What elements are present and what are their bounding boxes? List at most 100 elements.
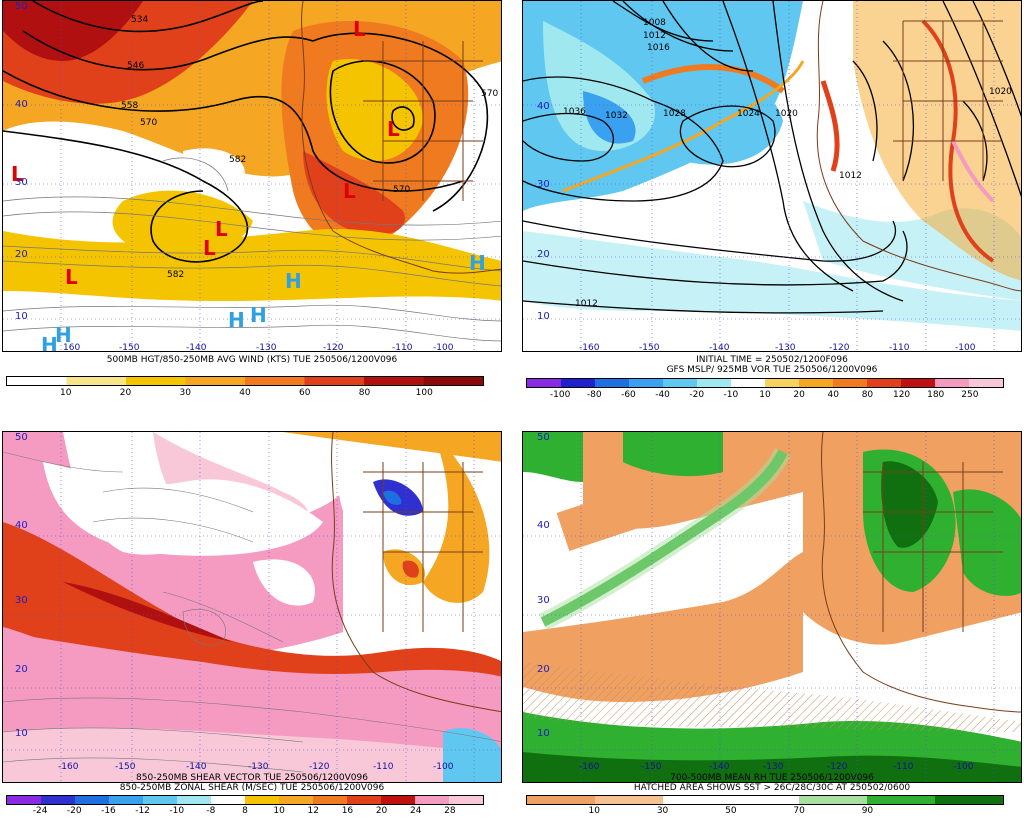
colorbar-tick-label: 10 — [759, 390, 771, 400]
colorbar — [526, 795, 1004, 805]
lon-label: -100 — [433, 762, 454, 772]
lon-label: -100 — [955, 343, 976, 352]
low-pressure-symbol: L — [343, 179, 356, 203]
colorbar-tick-label: 80 — [861, 390, 874, 400]
colorbar-tick-label: 90 — [861, 806, 874, 816]
colorbar-tick-label: 250 — [961, 390, 979, 400]
lon-label: -140 — [709, 343, 730, 352]
lon-label: -160 — [58, 762, 79, 772]
colorbar-tick-label: 12 — [307, 806, 320, 816]
lat-label: 30 — [537, 179, 550, 190]
lon-label: -130 — [248, 762, 269, 772]
panel-caption: HATCHED AREA SHOWS SST > 26C/28C/30C AT … — [633, 783, 911, 793]
colorbar-tick-label: 30 — [656, 806, 669, 816]
colorbar-tick-label: -12 — [135, 806, 150, 816]
colorbar-tick-label: -16 — [101, 806, 116, 816]
colorbar-tick-label: 10 — [60, 388, 72, 398]
lat-label: 10 — [15, 311, 28, 322]
low-pressure-symbol: L — [11, 162, 24, 186]
contour-label: 1020 — [989, 87, 1012, 97]
contour-label: 546 — [127, 61, 145, 71]
colorbar-tick-label: -20 — [66, 806, 82, 816]
contour-label: 1032 — [605, 111, 628, 121]
colorbar-tick-label: -100 — [549, 390, 571, 400]
low-pressure-symbol: L — [353, 17, 366, 41]
panel-caption: INITIAL TIME = 250502/1200F096 — [696, 355, 848, 365]
lon-label: -120 — [323, 343, 344, 352]
lat-label: 10 — [537, 311, 550, 322]
high-pressure-symbol: H — [41, 333, 58, 352]
contour-label: 582 — [167, 270, 185, 280]
lat-label: 10 — [15, 728, 28, 739]
lat-label: 40 — [15, 99, 28, 110]
contour-label: 558 — [121, 101, 139, 111]
high-pressure-symbol: H — [285, 269, 302, 293]
colorbar-tick-label: 28 — [444, 806, 456, 816]
contour-label: 1012 — [643, 31, 666, 41]
colorbar-tick-label: 80 — [358, 388, 371, 398]
lon-label: -120 — [309, 762, 330, 772]
contour-label: 1020 — [775, 109, 798, 119]
map-graphic — [3, 432, 501, 782]
low-pressure-symbol: L — [387, 117, 400, 141]
panel-caption: 850-250MB ZONAL SHEAR (M/SEC) TUE 250506… — [119, 783, 385, 793]
contour-label: 570 — [393, 185, 411, 195]
colorbar — [6, 376, 484, 386]
colorbar-tick-label: -10 — [723, 390, 739, 400]
colorbar-tick-label: -80 — [586, 390, 602, 400]
colorbar-tick-label: 70 — [793, 806, 805, 816]
lon-label: -130 — [763, 762, 784, 772]
high-pressure-symbol: H — [228, 308, 245, 332]
panel-caption: 500MB HGT/850-250MB AVG WIND (KTS) TUE 2… — [106, 355, 398, 365]
lon-label: -130 — [775, 343, 796, 352]
lon-label: -140 — [709, 762, 730, 772]
map-500mb-height: 534 546 558 570 582 582 570 570 L L L L … — [2, 0, 502, 352]
colorbar — [526, 378, 1004, 388]
map-mslp: 1008 1012 1016 1036 1032 1028 1024 1020 … — [522, 0, 1022, 352]
lat-label: 40 — [537, 101, 550, 112]
lon-label: -130 — [256, 343, 277, 352]
colorbar-tick-label: 40 — [239, 388, 251, 398]
colorbar-tick-label: 24 — [409, 806, 422, 816]
colorbar-tick-label: 50 — [725, 806, 737, 816]
lat-label: 20 — [15, 249, 28, 260]
map-graphic — [523, 1, 1021, 351]
lon-label: -110 — [373, 762, 394, 772]
contour-label: 1036 — [563, 107, 586, 117]
colorbar-tick-label: 16 — [341, 806, 354, 816]
lon-label: -100 — [953, 762, 974, 772]
lat-label: 30 — [15, 177, 28, 188]
lon-label: -110 — [893, 762, 914, 772]
contour-label: 570 — [140, 118, 158, 128]
contour-label: 1012 — [575, 299, 598, 309]
colorbar-tick-label: 40 — [827, 390, 840, 400]
lat-label: 50 — [15, 432, 28, 443]
contour-label: 1028 — [663, 109, 686, 119]
lat-label: 20 — [537, 664, 550, 675]
contour-label: 1024 — [737, 109, 760, 119]
colorbar-tick-label: -10 — [169, 806, 185, 816]
colorbar-tick-label: 10 — [273, 806, 285, 816]
low-pressure-symbol: L — [215, 217, 228, 241]
contour-label: 1016 — [647, 43, 670, 53]
lat-label: 50 — [537, 432, 550, 443]
lon-label: -150 — [639, 343, 660, 352]
lat-label: 50 — [15, 1, 28, 12]
contour-label: 534 — [131, 15, 149, 25]
lon-label: -150 — [641, 762, 662, 772]
panel-mean-rh: 50 40 30 20 10 -160 -150 -140 -130 -120 … — [522, 431, 1022, 819]
colorbar-tick-label: 120 — [892, 390, 911, 400]
panel-mslp-vorticity: 1008 1012 1016 1036 1032 1028 1024 1020 … — [522, 0, 1022, 400]
colorbar-tick-label: -8 — [206, 806, 216, 816]
lon-label: -160 — [579, 343, 600, 352]
high-pressure-symbol: H — [469, 251, 486, 275]
contour-label: 1008 — [643, 18, 666, 28]
high-pressure-symbol: H — [55, 323, 72, 347]
low-pressure-symbol: L — [65, 265, 78, 289]
lon-label: -150 — [115, 762, 136, 772]
lat-label: 40 — [15, 520, 28, 531]
contour-label: 1012 — [839, 171, 862, 181]
colorbar-tick-label: 30 — [179, 388, 191, 398]
colorbar-tick-label: -60 — [621, 390, 636, 400]
lon-label: -150 — [119, 343, 140, 352]
